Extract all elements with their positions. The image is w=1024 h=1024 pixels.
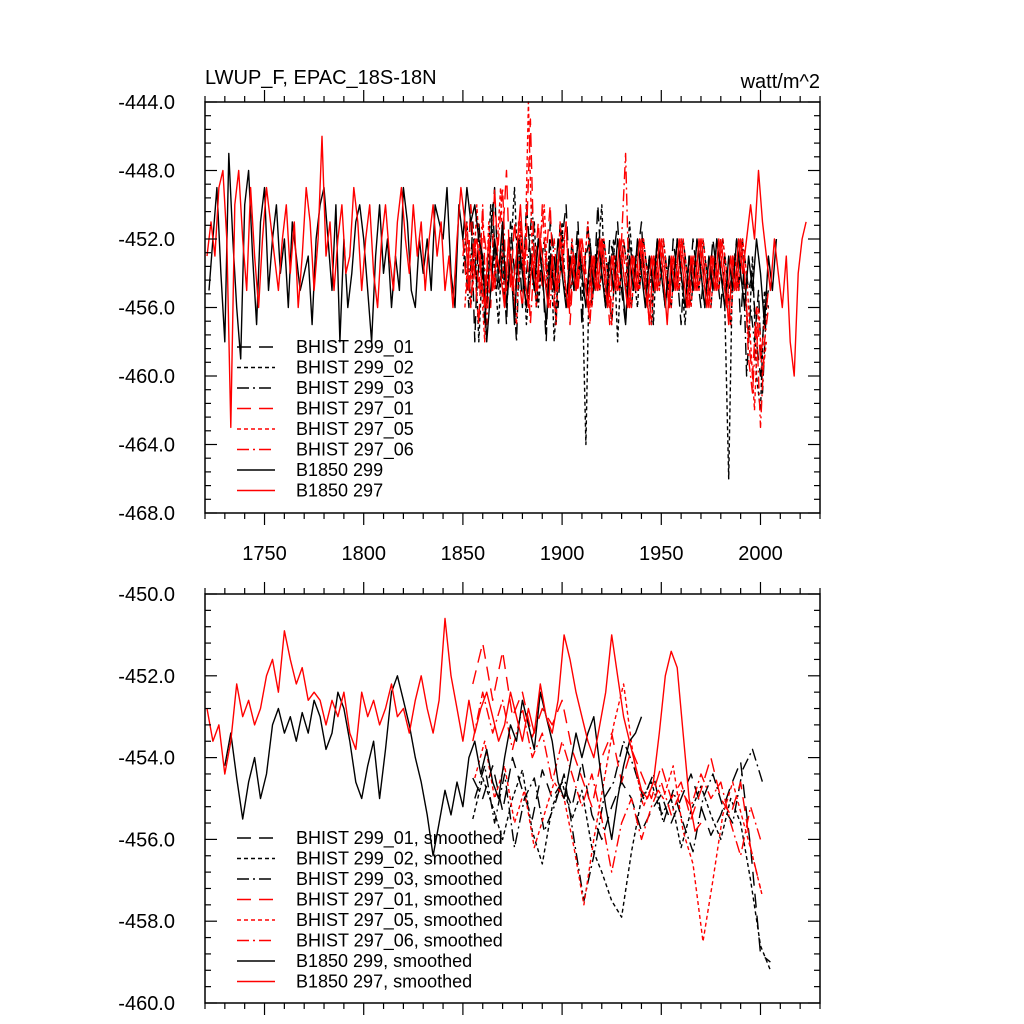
bottom-series-line-5 [472, 691, 762, 873]
top-ytick-label: -452.0 [118, 229, 175, 251]
bottom-series-line-4 [474, 683, 764, 943]
top-legend-label-6: B1850 299 [296, 460, 383, 480]
top-ticks: 1750 1800 1850 1900 1950 2000 -444.0 -448.0 -452… [118, 90, 821, 565]
bottom-ytick-label: -452.0 [118, 666, 175, 688]
top-ytick-label: -456.0 [118, 298, 175, 320]
top-legend-label-3: BHIST 297_01 [296, 399, 414, 420]
bottom-legend-label-1: BHIST 299_02, smoothed [296, 849, 503, 870]
bottom-ticks: -450.0 -452.0 -454.0 -456.0 -458.0 -460.0 [118, 582, 821, 1015]
top-ytick-label: -464.0 [118, 435, 175, 457]
bottom-ytick-label: -458.0 [118, 911, 175, 933]
bottom-ytick-label: -456.0 [118, 829, 175, 851]
bottom-series-line-7 [206, 617, 702, 832]
top-ytick-label: -444.0 [118, 92, 175, 114]
bottom-series-line-3 [472, 642, 762, 889]
top-xtick-label: 1800 [341, 543, 386, 565]
top-series-line-0 [462, 186, 770, 377]
top-series-line-7 [206, 135, 807, 429]
top-series-layer [206, 101, 807, 480]
top-xtick-label: 2000 [738, 543, 783, 565]
top-ytick-label: -460.0 [118, 366, 175, 388]
bottom-series-layer [206, 617, 772, 971]
bottom-legend-label-4: BHIST 297_05, smoothed [296, 910, 503, 931]
top-xtick-label: 1950 [639, 543, 684, 565]
bottom-legend-label-6: B1850 299, smoothed [296, 951, 472, 971]
bottom-legend-label-0: BHIST 299_01, smoothed [296, 828, 503, 849]
top-legend-label-7: B1850 297 [296, 481, 383, 501]
top-title-left: LWUP_F, EPAC_18S-18N [205, 67, 437, 89]
top-ytick-label: -468.0 [118, 503, 175, 525]
bottom-legend-label-7: B1850 297, smoothed [296, 972, 472, 992]
bottom-series-line-1 [472, 769, 772, 971]
bottom-plot-frame [204, 593, 821, 1004]
top-xtick-label: 1850 [441, 543, 486, 565]
top-xtick-label: 1900 [540, 543, 585, 565]
top-xtick-label: 1750 [242, 543, 287, 565]
top-legend-label-1: BHIST 299_02 [296, 358, 414, 379]
top-legend-label-2: BHIST 299_03 [296, 378, 414, 399]
bottom-series-line-6 [224, 675, 643, 857]
top-series-line-6 [208, 152, 778, 360]
bottom-legend-label-3: BHIST 297_01, smoothed [296, 890, 503, 911]
top-legend-label-0: BHIST 299_01 [296, 337, 414, 358]
bottom-ytick-label: -460.0 [118, 993, 175, 1015]
top-title-right: watt/m^2 [740, 71, 820, 93]
bottom-ytick-label: -454.0 [118, 748, 175, 770]
top-ytick-label: -448.0 [118, 161, 175, 183]
top-legend-label-5: BHIST 297_06 [296, 440, 414, 461]
bottom-legend-label-5: BHIST 297_06, smoothed [296, 931, 503, 952]
top-panel: 1750 1800 1850 1900 1950 2000 -444.0 -448.0 -452… [118, 90, 821, 565]
top-legend-label-4: BHIST 297_05 [296, 419, 414, 440]
bottom-panel: -450.0 -452.0 -454.0 -456.0 -458.0 -460.0 BHI… [118, 582, 821, 1015]
bottom-legend-label-2: BHIST 299_03, smoothed [296, 869, 503, 890]
bottom-series-line-2 [474, 740, 764, 902]
bottom-ytick-label: -450.0 [118, 584, 175, 606]
